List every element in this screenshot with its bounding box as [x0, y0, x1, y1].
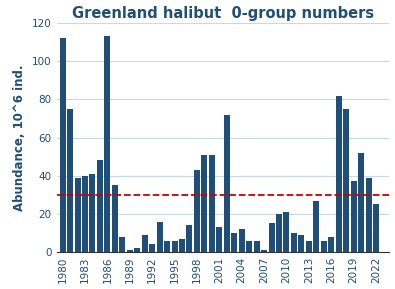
Bar: [75, 178, 81, 252]
Bar: [336, 96, 342, 252]
Bar: [365, 178, 372, 252]
Bar: [201, 155, 207, 252]
Bar: [149, 244, 155, 252]
Bar: [97, 160, 103, 252]
Bar: [67, 109, 73, 252]
Bar: [60, 38, 66, 252]
Y-axis label: Abundance, 10^6 ind.: Abundance, 10^6 ind.: [13, 64, 26, 211]
Bar: [134, 248, 140, 252]
Bar: [254, 241, 260, 252]
Bar: [157, 222, 163, 252]
Bar: [104, 36, 110, 252]
Bar: [127, 250, 133, 252]
Bar: [261, 250, 267, 252]
Bar: [216, 227, 222, 252]
Bar: [194, 170, 200, 252]
Bar: [306, 241, 312, 252]
Bar: [186, 225, 192, 252]
Bar: [351, 181, 357, 252]
Bar: [298, 235, 305, 252]
Bar: [313, 201, 319, 252]
Bar: [284, 212, 290, 252]
Bar: [328, 237, 334, 252]
Bar: [291, 233, 297, 252]
Bar: [269, 223, 275, 252]
Bar: [224, 115, 230, 252]
Bar: [373, 204, 379, 252]
Bar: [82, 176, 88, 252]
Bar: [164, 241, 170, 252]
Bar: [321, 241, 327, 252]
Title: Greenland halibut  0-group numbers: Greenland halibut 0-group numbers: [72, 5, 374, 21]
Bar: [231, 233, 237, 252]
Bar: [112, 185, 118, 252]
Bar: [276, 214, 282, 252]
Bar: [246, 241, 252, 252]
Bar: [343, 109, 349, 252]
Bar: [358, 153, 364, 252]
Bar: [179, 239, 185, 252]
Bar: [209, 155, 215, 252]
Bar: [119, 237, 125, 252]
Bar: [239, 229, 245, 252]
Bar: [171, 241, 177, 252]
Bar: [89, 174, 96, 252]
Bar: [142, 235, 148, 252]
